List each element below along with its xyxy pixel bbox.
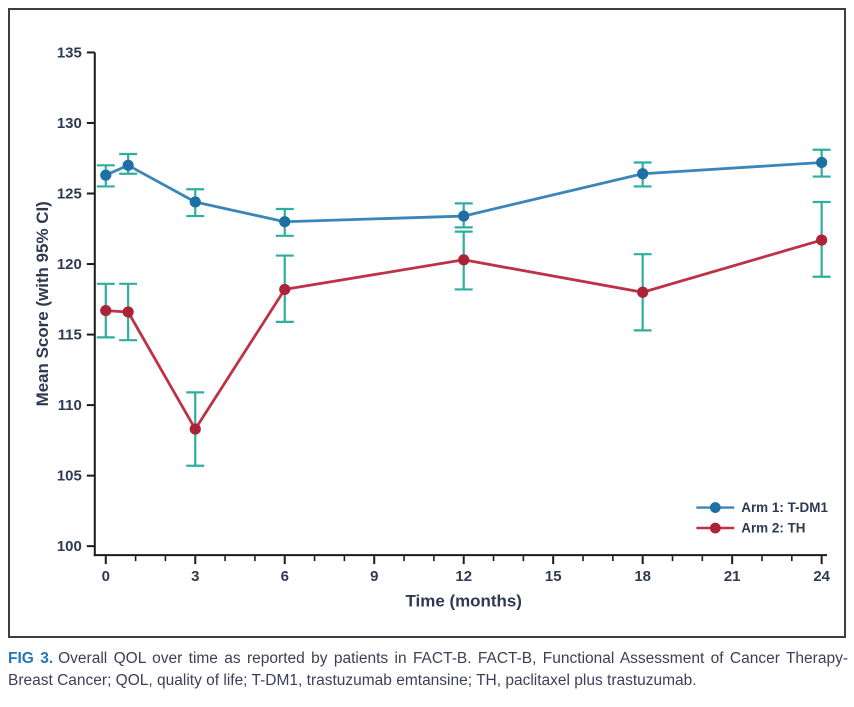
data-point-marker — [189, 423, 201, 435]
y-tick-label: 115 — [58, 327, 82, 344]
x-tick-label: 6 — [281, 568, 289, 585]
data-point-marker — [189, 196, 201, 208]
figure-caption-label: FIG 3. — [8, 650, 54, 667]
chart-canvas: 100 105 110 115 120 125 130 135 0 3 6 9 12 15 18 21 24 Ar… — [33, 44, 831, 610]
figure-caption: FIG 3. Overall QOL over time as reported … — [8, 648, 848, 692]
legend-marker — [709, 502, 721, 513]
figure-panel: 100 105 110 115 120 125 130 135 0 3 6 9 12 15 18 21 24 Ar… — [8, 8, 846, 638]
y-tick-label: 100 — [57, 538, 82, 555]
series-2 — [96, 200, 831, 467]
data-point-marker — [637, 286, 649, 298]
legend: Arm 1: T-DM1 Arm 2: TH — [696, 500, 828, 535]
x-tick-label: 3 — [191, 568, 199, 585]
data-point-marker — [122, 306, 134, 318]
data-point-marker — [100, 305, 112, 317]
data-point-marker — [279, 216, 291, 228]
y-tick-label: 120 — [57, 256, 82, 273]
data-point-marker — [100, 169, 112, 181]
figure-caption-text: Overall QOL over time as reported by pat… — [8, 650, 848, 689]
x-tick-label: 18 — [634, 568, 651, 585]
data-point-marker — [279, 283, 291, 296]
data-point-marker — [458, 254, 470, 266]
data-point-marker — [122, 159, 134, 171]
y-tick-label: 105 — [57, 468, 82, 485]
y-tick-label: 110 — [58, 397, 82, 414]
x-tick-label: 21 — [724, 568, 741, 585]
x-tick-label: 12 — [455, 568, 472, 585]
data-point-marker — [458, 210, 470, 222]
y-axis-title: Mean Score (with 95% CI) — [33, 201, 52, 406]
y-tick-label: 125 — [57, 185, 82, 202]
x-tick-label: 15 — [545, 568, 562, 585]
legend-label: Arm 1: T-DM1 — [741, 500, 828, 515]
series-1 — [96, 148, 831, 237]
data-point-marker — [816, 234, 828, 246]
data-point-marker — [637, 168, 649, 180]
x-tick-label: 9 — [370, 568, 378, 585]
y-tick-label: 130 — [57, 115, 82, 132]
legend-marker — [709, 522, 721, 534]
data-point-marker — [816, 156, 828, 169]
y-tick-label: 135 — [57, 44, 82, 61]
legend-label: Arm 2: TH — [741, 520, 805, 535]
x-tick-label: 24 — [813, 568, 830, 585]
x-tick-label: 0 — [102, 568, 110, 585]
plot-area: 100 105 110 115 120 125 130 135 0 3 6 9 12 15 18 21 24 Ar… — [33, 44, 831, 610]
x-axis-title: Time (months) — [406, 591, 522, 610]
